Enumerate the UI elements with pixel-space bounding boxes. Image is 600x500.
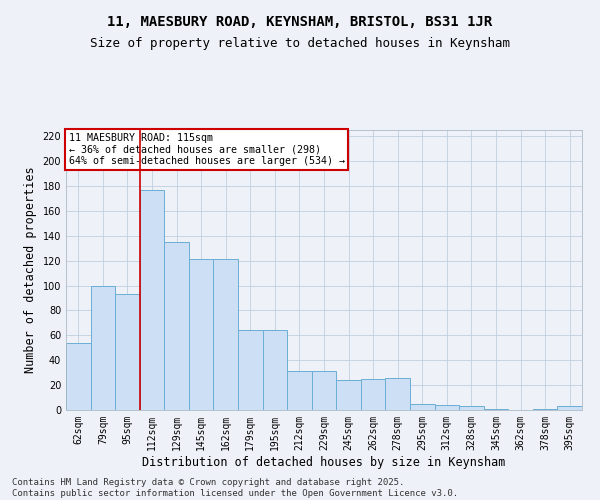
Bar (312, 372, 336, 410)
Bar (115, 294, 140, 410)
Bar (214, 260, 238, 410)
Bar (140, 190, 164, 410)
Bar (91, 286, 115, 410)
Bar (263, 330, 287, 410)
Bar (66, 343, 91, 410)
Y-axis label: Number of detached properties: Number of detached properties (24, 166, 37, 374)
X-axis label: Distribution of detached houses by size in Keynsham: Distribution of detached houses by size … (142, 456, 506, 468)
Bar (385, 378, 410, 410)
Bar (238, 330, 263, 410)
Bar (287, 372, 312, 410)
Text: Size of property relative to detached houses in Keynsham: Size of property relative to detached ho… (90, 38, 510, 51)
Text: 11 MAESBURY ROAD: 115sqm
← 36% of detached houses are smaller (298)
64% of semi-: 11 MAESBURY ROAD: 115sqm ← 36% of detach… (68, 133, 344, 166)
Text: 11, MAESBURY ROAD, KEYNSHAM, BRISTOL, BS31 1JR: 11, MAESBURY ROAD, KEYNSHAM, BRISTOL, BS… (107, 15, 493, 29)
Bar (361, 379, 385, 410)
Bar (484, 409, 508, 410)
Bar (557, 406, 582, 410)
Bar (336, 380, 361, 410)
Bar (189, 260, 214, 410)
Bar (164, 242, 189, 410)
Bar (533, 409, 557, 410)
Text: Contains HM Land Registry data © Crown copyright and database right 2025.
Contai: Contains HM Land Registry data © Crown c… (12, 478, 458, 498)
Bar (459, 406, 484, 410)
Bar (434, 405, 459, 410)
Bar (410, 404, 434, 410)
